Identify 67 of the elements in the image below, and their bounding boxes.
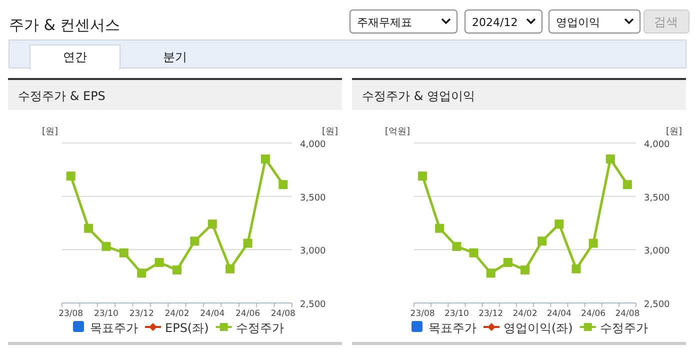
x-tick-label: 24/08: [615, 309, 640, 319]
point: [486, 268, 496, 278]
point: [137, 268, 146, 278]
text: 주가 & 컨센서스: [9, 16, 120, 34]
point: [66, 172, 76, 181]
y2-tick-label: 3,500: [300, 193, 326, 204]
legend-label: 수정주가: [236, 321, 284, 335]
text: 분기: [163, 50, 187, 64]
point: [172, 265, 182, 274]
point: [554, 220, 564, 229]
text: 주재무제표: [357, 16, 412, 29]
point: [154, 258, 164, 267]
x-tick-label: 23/08: [58, 309, 84, 319]
point: [622, 180, 632, 190]
point: [243, 238, 252, 248]
legend-label: 목표주가: [428, 321, 476, 335]
x-tick-label: 24/04: [200, 309, 225, 319]
y2-tick-label: 3,500: [644, 193, 670, 204]
x-tick-label: 24/08: [270, 309, 296, 319]
point: [278, 180, 288, 190]
text: 영업이익: [556, 16, 600, 29]
chart-title: 수정주가 & 영업이익: [362, 89, 475, 103]
text: 2024/12: [472, 16, 518, 29]
legend-label: 영업이익(좌): [504, 321, 573, 335]
y2-tick-label: 4,000: [644, 140, 670, 150]
chart-title: 수정주가 & EPS: [18, 89, 106, 103]
point: [572, 264, 581, 274]
y-axis-title: [원]: [42, 127, 58, 137]
point: [435, 224, 444, 233]
point: [469, 248, 478, 258]
x-tick-label: 23/08: [410, 309, 435, 319]
y2-tick-label: 3,000: [644, 246, 670, 257]
y-axis-title: [억원]: [384, 127, 410, 137]
x-tick-label: 24/06: [581, 309, 606, 319]
point: [260, 154, 270, 164]
point: [226, 264, 235, 274]
x-tick-label: 23/10: [94, 309, 118, 319]
y2-tick-label: 2,500: [300, 300, 326, 310]
point: [503, 258, 512, 267]
point: [520, 265, 530, 274]
point: [538, 236, 547, 246]
point: [190, 236, 200, 246]
y2-axis-title: [원]: [322, 127, 338, 137]
y2-tick-label: 4,000: [300, 140, 326, 150]
legend-label: 수정주가: [600, 321, 648, 335]
point: [119, 248, 128, 258]
text: 검색: [654, 15, 678, 29]
legend-label: EPS(좌): [165, 321, 209, 335]
x-tick-label: 24/02: [164, 309, 190, 319]
x-tick-label: 23/12: [129, 309, 154, 319]
point: [606, 154, 615, 164]
y2-tick-label: 2,500: [644, 300, 670, 310]
text: 연간: [63, 50, 87, 64]
point: [102, 242, 111, 251]
point: [588, 238, 598, 248]
point: [418, 172, 428, 181]
x-tick-label: 24/06: [236, 309, 260, 319]
y2-axis-title: [원]: [666, 127, 682, 137]
x-tick-label: 23/12: [478, 309, 504, 319]
point: [84, 224, 94, 233]
point: [208, 220, 217, 229]
x-tick-label: 24/04: [546, 309, 572, 319]
x-tick-label: 24/02: [512, 309, 538, 319]
y2-tick-label: 3,000: [300, 246, 326, 257]
point: [452, 242, 462, 251]
legend-label: 목표주가: [90, 321, 138, 335]
x-tick-label: 23/10: [444, 309, 469, 319]
